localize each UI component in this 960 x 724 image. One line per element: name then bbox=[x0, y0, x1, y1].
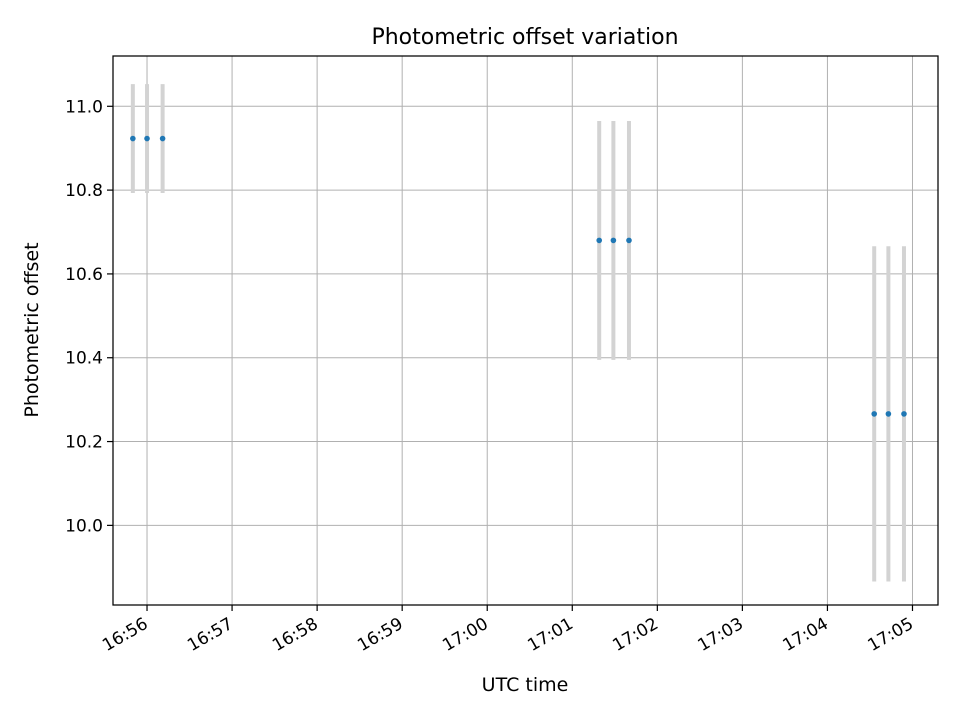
y-axis-ticks: 10.0 10.2 10.4 10.6 10.8 11.0 bbox=[65, 97, 113, 536]
data-point bbox=[885, 411, 892, 417]
data-point bbox=[159, 135, 166, 142]
x-axis-label: UTC time bbox=[482, 674, 569, 696]
data-point bbox=[901, 411, 907, 417]
y-tick-label: 10.4 bbox=[65, 349, 103, 369]
y-tick-label: 11.0 bbox=[65, 97, 103, 117]
data-point bbox=[596, 237, 603, 244]
plot-frame bbox=[112, 55, 939, 606]
data-points bbox=[130, 135, 907, 417]
data-point bbox=[144, 135, 150, 142]
data-point bbox=[626, 237, 632, 244]
grid bbox=[113, 56, 938, 605]
y-tick-label: 10.2 bbox=[65, 433, 103, 453]
data-point bbox=[130, 135, 136, 142]
y-tick-label: 10.0 bbox=[65, 516, 103, 536]
y-axis-label: Photometric offset bbox=[21, 242, 43, 417]
chart-title: Photometric offset variation bbox=[371, 25, 678, 50]
y-tick-label: 10.8 bbox=[65, 181, 103, 201]
y-tick-label: 10.6 bbox=[65, 265, 103, 285]
data-point bbox=[871, 411, 878, 417]
data-point bbox=[610, 237, 617, 244]
